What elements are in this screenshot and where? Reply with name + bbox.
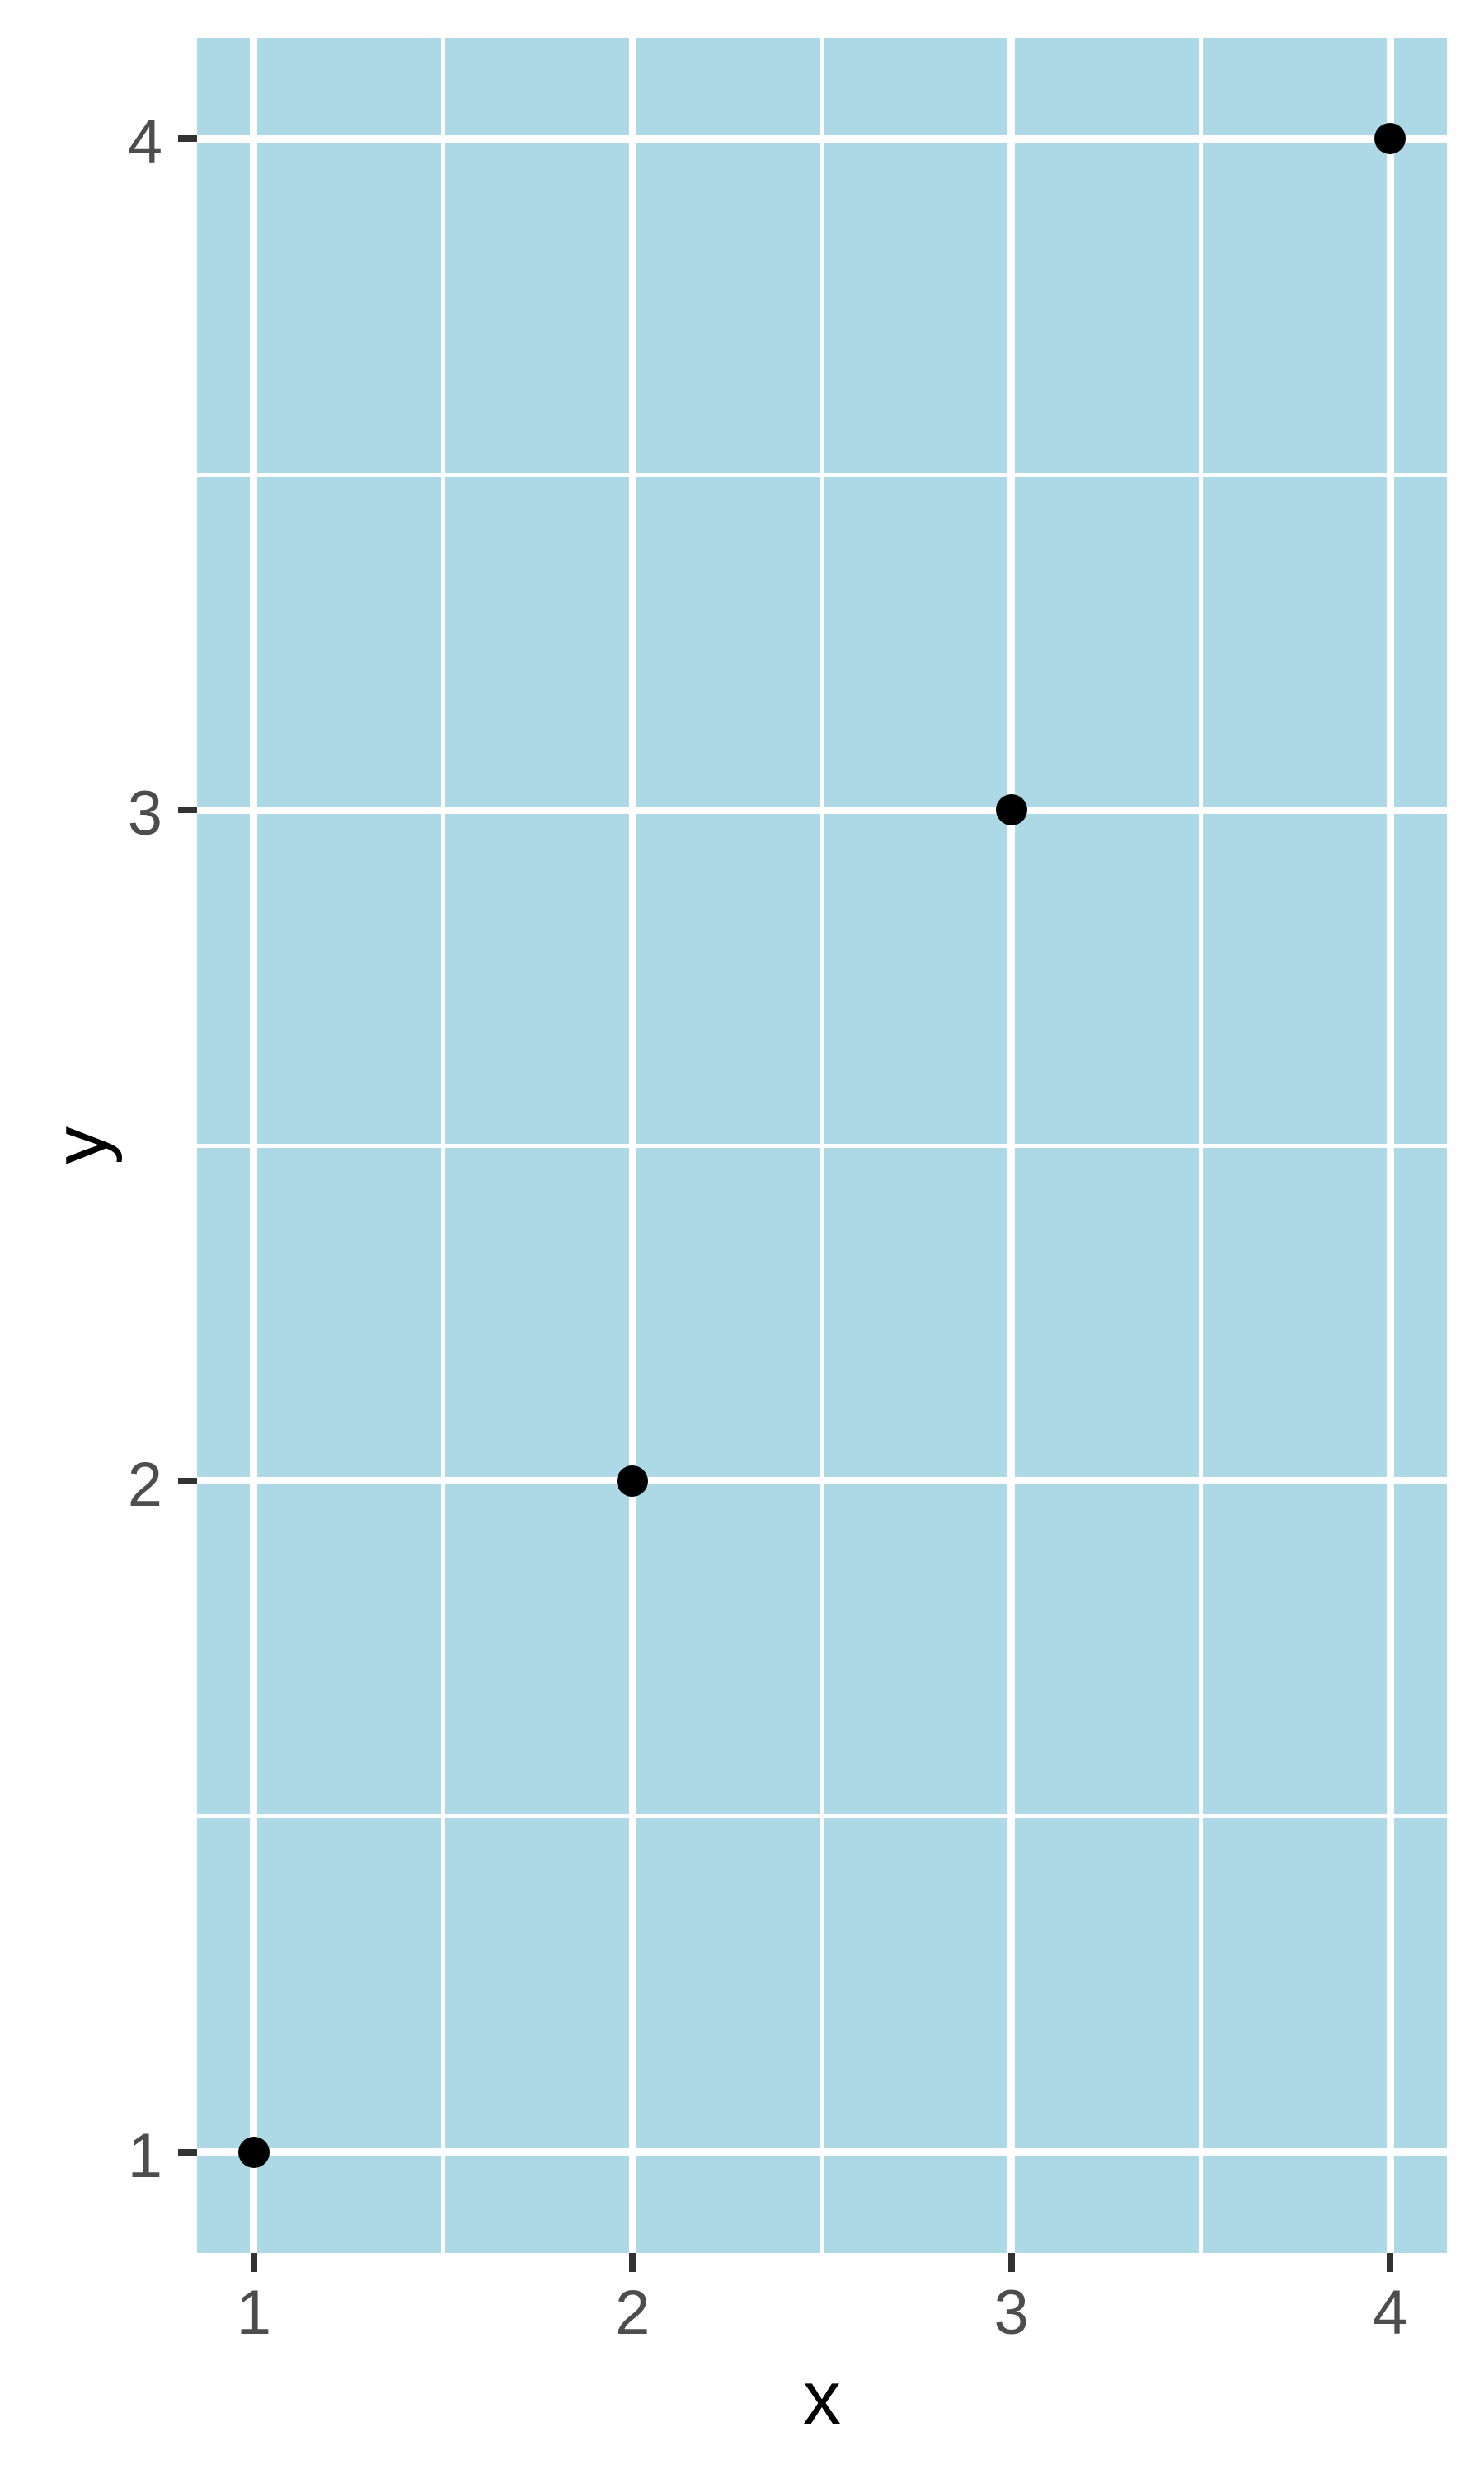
y-axis-title: y <box>39 1126 123 1164</box>
data-point <box>617 1465 649 1497</box>
y-axis-tick-label: 1 <box>127 2120 162 2191</box>
major-gridline-vertical <box>628 38 636 2253</box>
major-gridline-horizontal <box>197 806 1447 814</box>
y-axis-tick <box>178 135 197 143</box>
x-axis-tick <box>629 2253 636 2272</box>
y-axis-tick-label: 3 <box>127 778 162 849</box>
major-gridline-horizontal <box>197 134 1447 143</box>
minor-gridline-horizontal <box>197 1143 1447 1148</box>
major-gridline-horizontal <box>197 1477 1447 1485</box>
y-axis-tick-label: 4 <box>127 107 162 178</box>
x-axis-tick <box>1007 2253 1015 2272</box>
major-gridline-vertical <box>1007 38 1016 2253</box>
x-axis-tick <box>1387 2253 1394 2272</box>
x-axis-tick-label: 2 <box>615 2278 650 2348</box>
data-point <box>237 2136 270 2168</box>
y-axis-tick <box>178 807 197 814</box>
data-point <box>995 794 1027 826</box>
plot-panel <box>197 38 1447 2253</box>
y-axis-tick-label: 2 <box>127 1449 162 1520</box>
minor-gridline-horizontal <box>197 472 1447 477</box>
data-point <box>1374 123 1407 155</box>
major-gridline-vertical <box>250 38 258 2253</box>
y-axis-tick <box>178 1477 197 1484</box>
major-gridline-horizontal <box>197 2148 1447 2157</box>
minor-gridline-horizontal <box>197 1814 1447 1819</box>
y-axis-tick <box>178 2148 197 2156</box>
x-axis-tick-label: 3 <box>993 2278 1029 2348</box>
x-axis-tick-label: 4 <box>1372 2278 1408 2348</box>
x-axis-title: x <box>803 2356 841 2440</box>
major-gridline-vertical <box>1386 38 1394 2253</box>
x-axis-tick-label: 1 <box>236 2278 272 2348</box>
x-axis-tick <box>250 2253 257 2272</box>
